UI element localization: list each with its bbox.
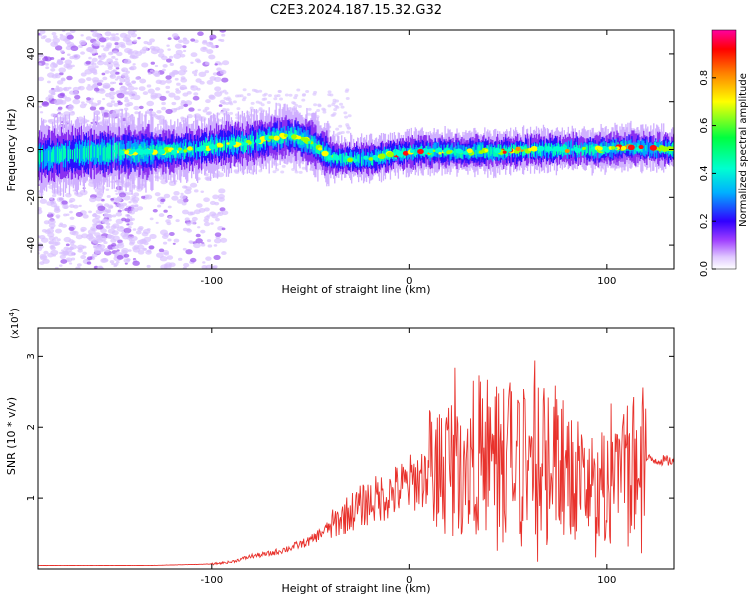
x-tick-label: 100 [597, 276, 616, 287]
colorbar-tick-label: 0.2 [699, 213, 710, 229]
colorbar-label: Normalized spectral amplitude [738, 73, 749, 227]
colorbar-gradient [711, 29, 737, 270]
colorbar-tick-label: 0.8 [699, 70, 710, 86]
snr-panel: -100 0 100 1 2 3 Height of straight line (km… [5, 308, 675, 595]
colorbar-tick-label: 0.4 [699, 165, 710, 181]
colorbar-ticks: 0.0 0.2 0.4 0.6 0.8 [699, 70, 716, 277]
y-tick-label: 2 [26, 424, 37, 430]
top-x-ticks: -100 0 100 [200, 30, 616, 287]
y-tick-label: 1 [26, 495, 37, 501]
top-y-axis-label: Frequency (Hz) [5, 109, 18, 192]
chart-title: C2E3.2024.187.15.32.G32 [270, 3, 442, 18]
bottom-x-ticks: -100 0 100 [200, 328, 616, 586]
y-tick-label: 3 [26, 353, 37, 359]
spectrogram-panel: -100 0 100 -40 -20 0 20 40 Height of straight … [5, 29, 749, 296]
snr-line-layer [38, 360, 674, 567]
x-tick-label: 0 [406, 575, 412, 586]
y-tick-label: 0 [26, 146, 37, 152]
x-tick-label: 0 [406, 276, 412, 287]
y-tick-label: -20 [26, 189, 37, 205]
x-tick-label: 100 [597, 575, 616, 586]
bottom-x-axis-label: Height of straight line (km) [281, 582, 430, 595]
bottom-y-axis-label: SNR (10 * v/v) [5, 397, 18, 475]
colorbar-tick-label: 0.6 [699, 118, 710, 134]
top-y-ticks: -40 -20 0 20 40 [26, 48, 674, 253]
y-tick-label: 20 [26, 95, 37, 108]
spectrogram-heatmap [38, 30, 674, 269]
y-scale-factor: (x104) [8, 308, 21, 339]
snr-series-line [38, 360, 674, 567]
y-tick-label: 40 [26, 48, 37, 61]
colorbar-tick-label: 0.0 [699, 261, 710, 277]
x-tick-label: -100 [200, 276, 223, 287]
x-tick-label: -100 [200, 575, 223, 586]
y-tick-label: -40 [26, 237, 37, 253]
bottom-y-ticks: 1 2 3 [26, 353, 674, 501]
top-x-axis-label: Height of straight line (km) [281, 283, 430, 296]
colorbar: 0.0 0.2 0.4 0.6 0.8 Normalized spectral ampl… [699, 29, 749, 277]
bottom-axes-frame [37, 327, 675, 570]
